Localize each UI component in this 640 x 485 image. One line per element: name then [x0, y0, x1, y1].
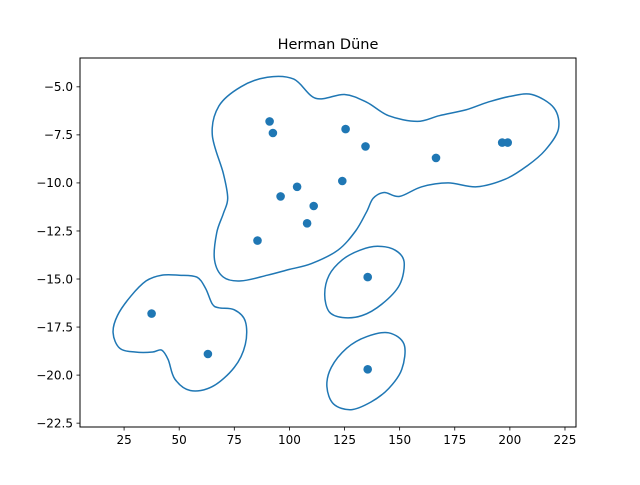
scatter-points	[147, 117, 512, 374]
data-point	[253, 236, 262, 245]
contour-line-3	[326, 331, 406, 411]
x-tick-label: 25	[116, 433, 131, 447]
contour-line-1	[211, 75, 560, 282]
data-point	[309, 201, 319, 211]
data-point	[431, 153, 441, 163]
data-point	[363, 365, 373, 374]
y-tick-label: −15.0	[36, 272, 73, 286]
data-point	[361, 142, 370, 151]
x-tick-label: 225	[554, 433, 577, 447]
contour-line-4	[112, 273, 248, 392]
y-tick-label: −7.5	[44, 128, 73, 142]
data-point	[203, 349, 213, 359]
data-point	[268, 128, 278, 138]
x-tick-label: 200	[498, 433, 521, 447]
x-tick-label: 125	[333, 433, 356, 447]
data-point	[338, 176, 347, 186]
y-tick-label: −12.5	[36, 224, 73, 238]
x-tick-label: 100	[278, 433, 301, 447]
x-tick-label: 175	[443, 433, 466, 447]
data-point	[276, 192, 285, 201]
data-point	[292, 182, 302, 192]
data-point	[265, 117, 274, 126]
y-tick-label: −17.5	[36, 320, 73, 334]
y-tick-label: −5.0	[44, 80, 73, 94]
y-axis: −5.0 −7.5 −10.0 −12.5 −15.0 −17.5 −20.0 −22.5	[36, 80, 80, 430]
data-point	[341, 124, 350, 134]
contour-group	[112, 75, 560, 411]
y-tick-label: −20.0	[36, 368, 73, 382]
chart-title: Herman Düne	[278, 37, 379, 53]
data-point	[363, 272, 373, 282]
contour-line-2	[323, 245, 406, 319]
x-tick-label: 150	[388, 433, 411, 447]
y-tick-label: −22.5	[36, 416, 73, 430]
x-tick-label: 50	[172, 433, 187, 447]
data-point	[147, 309, 156, 318]
plot-frame	[79, 57, 577, 428]
data-point	[302, 219, 312, 228]
x-tick-label: 75	[227, 433, 242, 447]
y-tick-label: −10.0	[36, 176, 73, 190]
x-axis: 25 50 75 100 125 150 175 200 225	[116, 427, 576, 447]
data-point	[503, 138, 512, 147]
